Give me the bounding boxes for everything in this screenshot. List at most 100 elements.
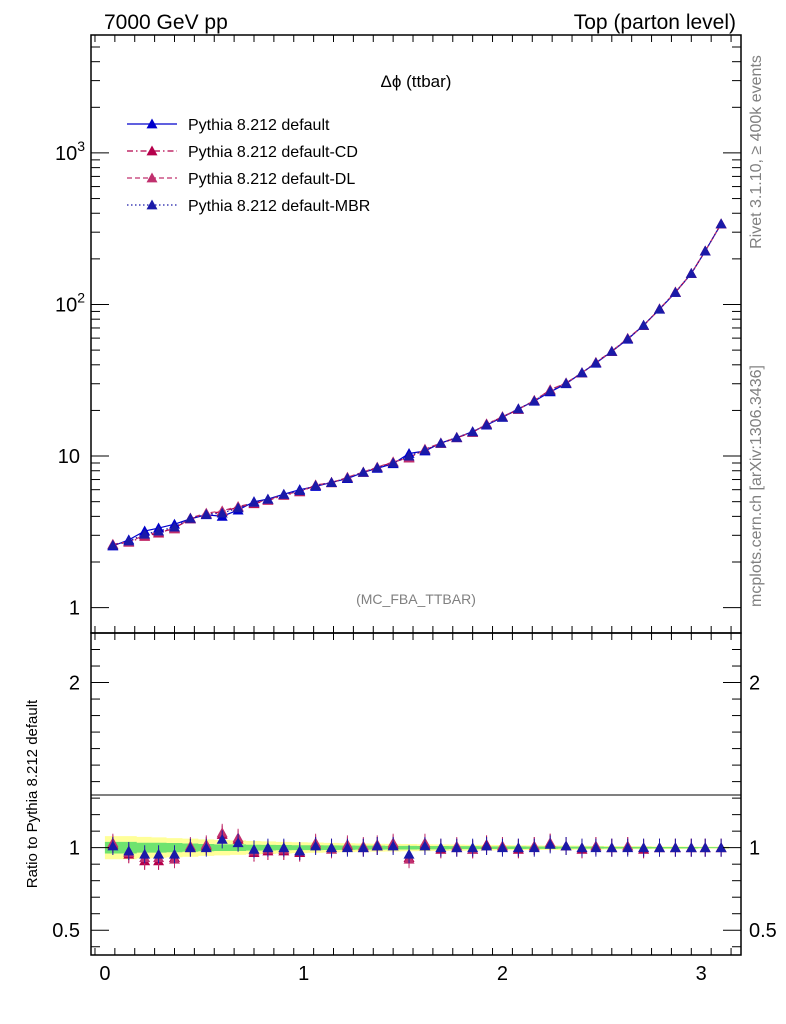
header-right: Top (parton level)	[574, 11, 736, 34]
ratio-point	[153, 848, 165, 859]
series-line	[112, 223, 722, 546]
x-tick-label: 3	[696, 963, 707, 985]
ratio-point	[387, 840, 399, 851]
data-point	[512, 403, 524, 414]
ratio-point	[606, 842, 618, 853]
ratio-point	[481, 840, 493, 851]
data-point	[248, 496, 260, 507]
ratio-point	[576, 842, 588, 853]
ratio-y-tick-labels: 0.5 0.5 1 1 2 2	[52, 673, 777, 943]
data-point	[107, 539, 119, 550]
data-point	[184, 512, 196, 523]
data-point	[200, 508, 212, 519]
data-point	[576, 367, 588, 378]
ratio-point	[248, 843, 260, 854]
ratio-point	[654, 842, 666, 853]
ratio-y-tick-label: 1	[749, 838, 760, 860]
ratio-frame	[90, 632, 742, 956]
data-point	[699, 245, 711, 256]
mcplots-label: mcplots.cern.ch [arXiv:1306.3436]	[748, 365, 765, 607]
data-point	[310, 480, 322, 491]
data-point	[496, 411, 508, 422]
data-point	[715, 218, 727, 229]
y-tick-label: 1	[69, 598, 80, 620]
data-point	[560, 377, 572, 388]
data-point	[544, 385, 556, 396]
data-point	[435, 437, 447, 448]
ratio-point	[262, 842, 274, 853]
ratio-point	[107, 840, 119, 851]
y-tick-label: 102	[55, 289, 85, 316]
ratio-point	[512, 842, 524, 853]
ratio-bands	[104, 836, 730, 860]
ratio-point	[139, 848, 151, 859]
ratio-y-axis-label: Ratio to Pythia 8.212 default	[24, 699, 41, 888]
ratio-point	[451, 842, 463, 853]
header-left: 7000 GeV pp	[104, 11, 228, 34]
rivet-label: Rivet 3.1.10, ≥ 400k events	[748, 55, 765, 249]
ratio-point	[467, 842, 479, 853]
data-point	[294, 485, 306, 496]
data-point	[371, 462, 383, 473]
data-point	[481, 419, 493, 430]
data-point	[654, 303, 666, 314]
ratio-point	[544, 838, 556, 849]
ratio-panel: 0.5 0.5 1 1 2 2 0 1 2 3 Ratio to Pythia 8.212 de…	[24, 632, 777, 985]
legend-label: Pythia 8.212 default	[188, 117, 330, 134]
ratio-point	[294, 845, 306, 856]
data-point	[451, 432, 463, 442]
data-point	[326, 477, 338, 488]
x-tick-label: 2	[497, 963, 508, 985]
chart-title: Δϕ (ttbar)	[381, 72, 452, 91]
ratio-point	[715, 842, 727, 853]
data-point	[685, 268, 697, 278]
ratio-point	[638, 842, 650, 853]
legend-label: Pythia 8.212 default-DL	[188, 171, 355, 188]
ratio-point	[168, 848, 180, 859]
ratio-markers	[107, 823, 727, 870]
data-point	[419, 444, 431, 455]
ratio-point	[232, 837, 244, 848]
data-point	[590, 357, 602, 368]
data-point	[467, 426, 479, 437]
main-y-ticks	[91, 34, 741, 609]
y-tick-label: 103	[55, 138, 85, 165]
main-x-ticks	[94, 35, 732, 633]
ratio-point	[326, 842, 338, 853]
data-point	[262, 493, 274, 504]
ratio-point	[403, 848, 415, 859]
legend-marker	[146, 172, 158, 183]
y-tick-label: 10	[58, 446, 80, 468]
ratio-y-tick-label: 0.5	[749, 920, 777, 942]
ratio-point	[184, 842, 196, 853]
data-point	[357, 466, 369, 477]
ratio-point	[528, 842, 540, 853]
ratio-point	[371, 840, 383, 851]
ratio-point	[622, 842, 634, 853]
main-curves	[112, 223, 722, 547]
data-point	[232, 502, 244, 513]
legend-label: Pythia 8.212 default-MBR	[188, 198, 370, 215]
ratio-point	[216, 833, 228, 844]
data-point	[278, 488, 290, 499]
data-point	[622, 333, 634, 344]
data-point	[139, 528, 151, 539]
data-point	[387, 457, 399, 468]
data-point	[153, 525, 165, 536]
ratio-point	[357, 842, 369, 853]
ratio-point	[496, 842, 508, 853]
ratio-point	[590, 842, 602, 853]
ratio-point	[419, 840, 431, 851]
data-point	[123, 535, 135, 546]
ratio-point	[669, 842, 681, 853]
x-tick-label: 1	[298, 963, 309, 985]
legend-marker	[146, 145, 158, 156]
ratio-point	[685, 842, 697, 853]
ratio-x-ticks	[94, 633, 732, 955]
series-line	[112, 223, 722, 547]
ratio-point	[310, 840, 322, 851]
x-tick-labels: 0 1 2 3	[99, 963, 706, 985]
ratio-y-tick-label: 2	[69, 673, 80, 695]
ratio-point	[560, 840, 572, 851]
